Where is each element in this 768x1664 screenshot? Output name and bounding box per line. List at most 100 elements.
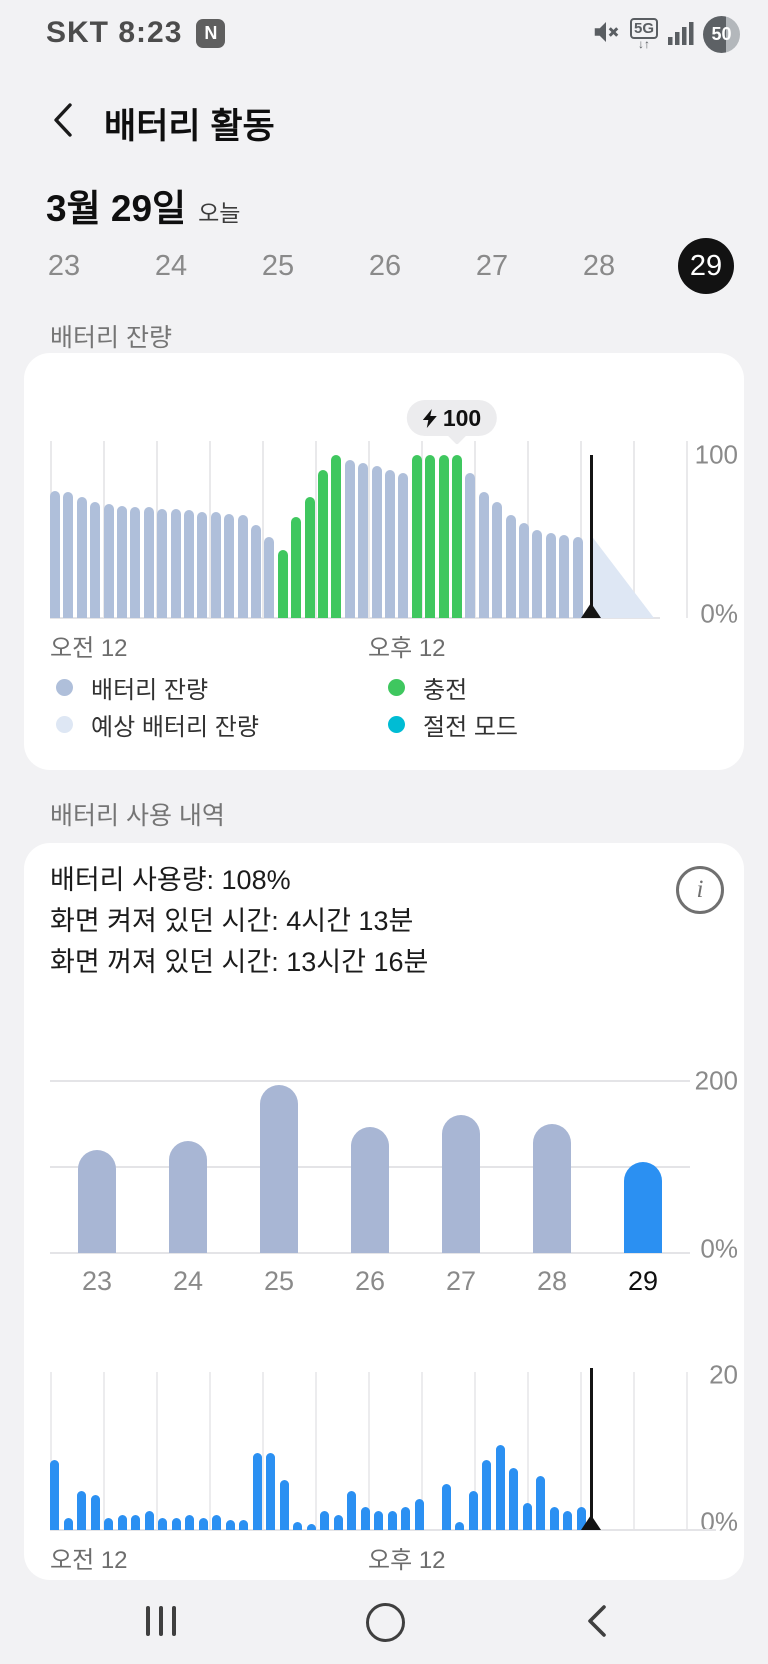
battery-level-bar [63, 492, 74, 618]
daily-xtick-25: 25 [263, 1266, 295, 1296]
gridline [50, 1372, 52, 1530]
hourly-usage-bar [360, 1506, 370, 1530]
status-bar-left: SKT 8:23 N [46, 16, 226, 50]
gridline [156, 1372, 158, 1530]
today-label: 오늘 [198, 200, 241, 226]
gridline [315, 441, 317, 618]
day-25[interactable]: 25 [261, 249, 295, 282]
hourly-now-marker-pointer [581, 1515, 601, 1530]
usage-stat-screen-off: 화면 꺼져 있던 시간: 13시간 16분 [50, 947, 429, 977]
date-header: 3월 29일 오늘 [46, 178, 240, 232]
info-icon[interactable]: i [676, 866, 724, 914]
hourly-usage-bar [333, 1514, 343, 1530]
charging-bar [438, 455, 449, 618]
battery-level-bar [76, 497, 87, 618]
level-chart-xtick-pm12: 오후 12 [368, 635, 446, 662]
battery-level-bar [210, 512, 221, 618]
gridline [262, 441, 264, 618]
charging-bar [277, 549, 288, 618]
hourly-usage-bar [225, 1519, 235, 1530]
day-28[interactable]: 28 [582, 249, 616, 282]
hourly-usage-bar [522, 1502, 532, 1530]
level-chart-baseline [50, 617, 660, 619]
hourly-usage-bar [387, 1510, 397, 1530]
battery-level-dot [56, 679, 73, 696]
daily-xtick-23: 23 [81, 1266, 113, 1296]
gridline [527, 1372, 529, 1530]
day-selector[interactable]: 23 24 25 26 27 28 29 [36, 238, 734, 294]
estimated-level-dot [56, 716, 73, 733]
date-label: 3월 29일 [46, 188, 187, 229]
gridline [633, 441, 635, 618]
level-chart-ytick-100: 100 [694, 439, 738, 470]
day-29[interactable]: 29 [678, 238, 734, 294]
battery-level-bar [492, 502, 503, 618]
battery-level-bar [170, 508, 181, 618]
gridline [580, 441, 582, 618]
hourly-usage-bar [293, 1522, 302, 1530]
battery-level-bar [358, 463, 369, 618]
charge-callout-value: 100 [442, 404, 482, 431]
gridline [686, 1372, 688, 1530]
daily-xtick-29: 29 [627, 1266, 659, 1296]
recents-button[interactable] [146, 1606, 176, 1636]
5g-data-icon: 5G ↓↑ [629, 18, 658, 50]
usage-stat-total: 배터리 사용량: 108% [50, 865, 291, 895]
hourly-usage-bar [252, 1452, 262, 1530]
power-saving-dot [388, 716, 405, 733]
daily-usage-bar [442, 1115, 480, 1253]
battery-level-bar [143, 507, 154, 618]
daily-xtick-27: 27 [445, 1266, 477, 1296]
charging-bar [291, 516, 302, 618]
gridline [262, 1372, 264, 1530]
hourly-usage-bar [468, 1491, 478, 1530]
notification-icon: N [196, 18, 226, 48]
nav-back-button[interactable] [586, 1604, 608, 1643]
legend-power-saving: 절전 모드 [388, 707, 518, 742]
hourly-usage-bar [482, 1460, 491, 1530]
battery-level-bar [264, 536, 275, 618]
day-27[interactable]: 27 [475, 249, 509, 282]
day-24[interactable]: 24 [154, 249, 188, 282]
battery-level-bar [532, 529, 543, 618]
hourly-usage-bar [198, 1518, 208, 1530]
gridline [421, 441, 423, 618]
hourly-chart-xtick-pm12: 오후 12 [368, 1547, 446, 1574]
hourly-usage-bar [50, 1460, 59, 1530]
gridline [315, 1372, 317, 1530]
gridline [50, 1252, 690, 1254]
charging-bar [331, 455, 342, 618]
daily-usage-bar [624, 1161, 662, 1253]
hourly-usage-bar [117, 1514, 127, 1530]
battery-level-bar [572, 536, 583, 618]
day-26[interactable]: 26 [368, 249, 402, 282]
daily-usage-bar [351, 1126, 389, 1253]
status-bar-right: 5G ↓↑ 50 [591, 14, 740, 54]
daily-xtick-28: 28 [536, 1266, 568, 1296]
battery-level-bar [237, 515, 248, 618]
hourly-usage-bar [401, 1506, 410, 1530]
battery-level-bar [50, 490, 60, 618]
battery-level-bar [465, 472, 476, 618]
back-button[interactable] [50, 102, 76, 143]
hourly-usage-bar [563, 1510, 572, 1530]
hourly-usage-bar [414, 1499, 424, 1530]
hourly-usage-bar [185, 1514, 194, 1530]
hourly-usage-bar [536, 1475, 545, 1530]
hourly-usage-bar [455, 1522, 464, 1530]
signal-icon [667, 18, 694, 51]
hourly-usage-bar [77, 1491, 86, 1530]
day-23[interactable]: 23 [47, 249, 81, 282]
battery-level-bar [559, 534, 570, 618]
battery-level-bar [478, 492, 489, 618]
legend-battery-level: 배터리 잔량 [56, 670, 208, 705]
hourly-usage-bar [266, 1452, 275, 1530]
legend-estimated-level: 예상 배터리 잔량 [56, 707, 259, 742]
hourly-now-marker-line [590, 1368, 593, 1530]
charging-bar [452, 455, 462, 618]
battery-level-bar [184, 510, 194, 618]
hourly-usage-bar [306, 1523, 316, 1530]
hourly-usage-bar [171, 1518, 181, 1530]
home-button[interactable] [366, 1603, 405, 1642]
